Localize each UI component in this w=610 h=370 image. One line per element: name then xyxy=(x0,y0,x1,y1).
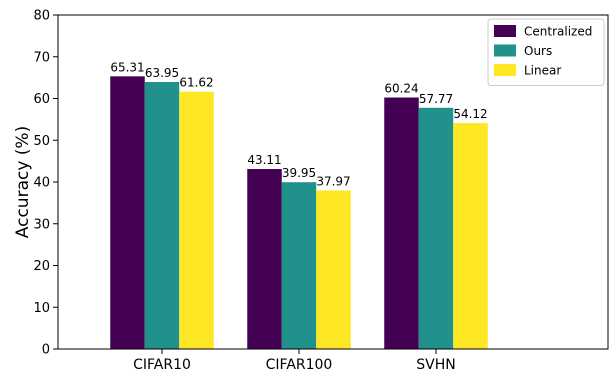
bar xyxy=(179,91,214,349)
legend-label: Linear xyxy=(524,64,561,78)
bar xyxy=(281,182,317,349)
data-label: 54.12 xyxy=(453,107,487,121)
data-label: 57.77 xyxy=(419,92,453,106)
x-tick-label: SVHN xyxy=(416,357,455,370)
legend-swatch xyxy=(494,25,516,37)
x-axis: CIFAR10 CIFAR100 SVHN xyxy=(133,349,456,370)
y-tick-label: 60 xyxy=(33,92,50,107)
legend-swatch xyxy=(494,44,516,57)
data-label: 43.11 xyxy=(247,153,281,167)
data-label: 65.31 xyxy=(110,60,144,74)
y-tick-label: 20 xyxy=(33,259,50,274)
legend-box xyxy=(487,18,605,86)
data-label: 63.95 xyxy=(145,66,179,80)
data-label: 60.24 xyxy=(384,81,418,95)
bar xyxy=(418,107,454,350)
bar xyxy=(144,82,180,349)
y-tick-label: 40 xyxy=(33,176,50,191)
bars-layer xyxy=(110,76,488,350)
x-tick-label: CIFAR100 xyxy=(266,357,333,370)
x-tick-label: CIFAR10 xyxy=(133,357,191,370)
bar xyxy=(247,169,282,349)
y-tick-label: 0 xyxy=(42,343,50,358)
y-tick-label: 50 xyxy=(33,134,50,149)
y-tick-label: 10 xyxy=(33,301,50,316)
bar xyxy=(384,97,419,349)
legend-label: Centralized xyxy=(524,25,592,39)
legend-swatch xyxy=(494,64,516,76)
bar xyxy=(316,190,351,349)
data-label: 37.97 xyxy=(316,174,350,188)
bar xyxy=(453,123,488,349)
y-axis: 0 10 20 30 40 50 60 70 80 xyxy=(33,9,58,358)
y-axis-label: Accuracy (%) xyxy=(13,126,33,238)
legend: Centralized Ours Linear xyxy=(487,18,605,86)
legend-label: Ours xyxy=(524,44,552,58)
y-tick-label: 70 xyxy=(33,50,50,65)
data-label: 61.62 xyxy=(179,76,213,90)
bar xyxy=(110,76,145,349)
y-tick-label: 80 xyxy=(33,9,50,24)
data-label: 39.95 xyxy=(282,166,316,180)
y-tick-label: 30 xyxy=(33,217,50,232)
